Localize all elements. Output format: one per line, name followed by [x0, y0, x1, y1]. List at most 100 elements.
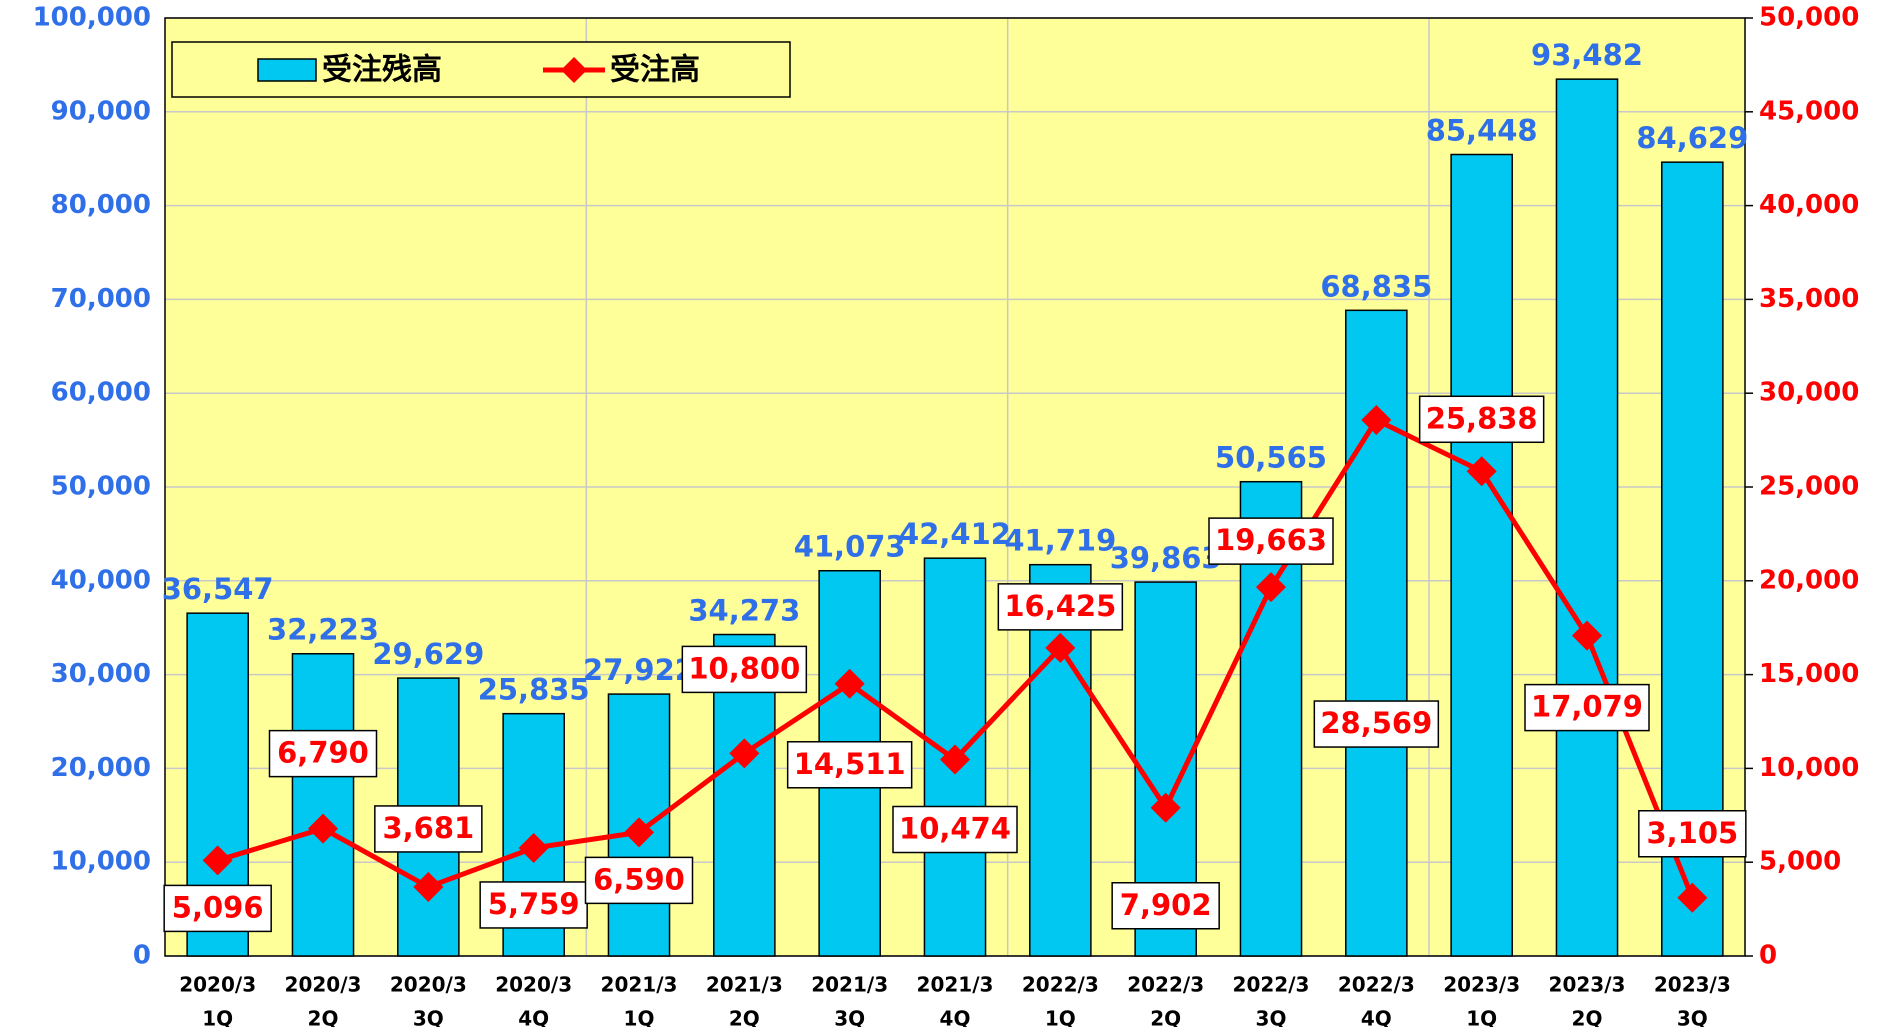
- line-value-label: 19,663: [1215, 523, 1327, 557]
- x-tick-label: 1Q: [1466, 1007, 1497, 1027]
- bar-value-label: 25,835: [478, 673, 590, 707]
- y2-tick-label: 45,000: [1759, 96, 1859, 126]
- line-marker: [624, 817, 654, 848]
- line-value-label: 10,800: [688, 651, 800, 685]
- line-value-label: 6,590: [593, 862, 685, 896]
- bar-value-label: 68,835: [1320, 269, 1432, 303]
- x-tick-label: 4Q: [1361, 1007, 1392, 1027]
- y-tick-label: 80,000: [51, 190, 151, 220]
- y2-tick-label: 5,000: [1759, 847, 1841, 877]
- y-tick-label: 90,000: [51, 96, 151, 126]
- y2-tick-label: 35,000: [1759, 284, 1859, 314]
- x-tick-label: 2021/3: [601, 973, 678, 997]
- line-marker: [413, 871, 444, 902]
- bar-value-label: 84,629: [1636, 121, 1748, 155]
- y2-tick-label: 0: [1759, 941, 1777, 971]
- line-label-box: [997, 583, 1124, 631]
- y2-tick-label: 20,000: [1759, 565, 1859, 595]
- line-label-box: [268, 729, 378, 778]
- bar-value-label: 27,922: [583, 653, 695, 687]
- x-tick-label: 1Q: [1045, 1007, 1076, 1027]
- line-value-label: 5,096: [172, 890, 264, 924]
- line-label-box: [374, 805, 483, 853]
- x-tick-label: 2020/3: [179, 973, 256, 997]
- line-value-label: 25,838: [1426, 401, 1538, 435]
- line-marker: [518, 832, 549, 863]
- line-label-box: [681, 645, 808, 694]
- line-marker: [729, 738, 760, 769]
- y-tick-label: 10,000: [51, 847, 151, 877]
- line-label-box: [1111, 882, 1220, 930]
- line-value-label: 14,511: [794, 747, 906, 781]
- bar-value-label: 39,863: [1110, 541, 1222, 575]
- bar-value-label: 85,448: [1426, 113, 1538, 147]
- y2-tick-label: 30,000: [1759, 378, 1859, 408]
- line-marker: [834, 668, 865, 699]
- x-tick-label: 3Q: [1677, 1007, 1708, 1027]
- line-label-box: [1638, 810, 1747, 858]
- line-value-label: 3,681: [382, 811, 474, 845]
- x-tick-label: 2022/3: [1233, 973, 1310, 997]
- line-marker: [308, 813, 338, 844]
- y-tick-label: 20,000: [51, 753, 151, 783]
- line-label-box: [1418, 395, 1545, 444]
- x-tick-label: 1Q: [202, 1007, 233, 1027]
- line-marker: [1466, 456, 1497, 487]
- y-tick-label: 30,000: [51, 659, 151, 689]
- bar: [1450, 153, 1513, 957]
- line-marker: [202, 845, 233, 876]
- x-tick-label: 2022/3: [1022, 973, 1099, 997]
- x-tick-label: 4Q: [518, 1007, 549, 1027]
- line-label-box: [892, 805, 1018, 854]
- line-marker: [1677, 882, 1708, 913]
- line-label-box: [163, 884, 272, 933]
- x-tick-label: 2Q: [308, 1007, 339, 1027]
- bar-value-label: 41,719: [1004, 524, 1116, 558]
- x-tick-label: 2022/3: [1338, 973, 1415, 997]
- x-tick-label: 3Q: [1256, 1007, 1287, 1027]
- x-tick-label: 3Q: [834, 1007, 865, 1027]
- bar: [1555, 78, 1619, 957]
- x-tick-label: 2021/3: [917, 973, 994, 997]
- line-marker: [1572, 620, 1602, 651]
- y2-tick-label: 50,000: [1759, 3, 1859, 33]
- y-tick-label: 60,000: [51, 378, 151, 408]
- x-tick-label: 2Q: [1572, 1007, 1603, 1027]
- y-tick-label: 0: [133, 941, 151, 971]
- x-tick-label: 2020/3: [495, 973, 572, 997]
- legend-swatch: [257, 58, 317, 82]
- x-tick-label: 2020/3: [390, 973, 467, 997]
- legend-label: 受注高: [610, 53, 700, 88]
- bar-value-label: 41,073: [794, 530, 906, 564]
- x-tick-label: 1Q: [624, 1007, 655, 1027]
- y2-tick-label: 15,000: [1759, 659, 1859, 689]
- line-marker: [1045, 632, 1076, 663]
- bar-value-label: 29,629: [372, 637, 484, 671]
- x-tick-label: 2Q: [729, 1007, 760, 1027]
- line-value-label: 16,425: [1004, 589, 1116, 623]
- x-tick-label: 3Q: [413, 1007, 444, 1027]
- y2-tick-label: 25,000: [1759, 472, 1859, 502]
- line-label-box: [479, 881, 588, 929]
- line-value-label: 10,474: [899, 812, 1011, 846]
- line-value-label: 17,079: [1531, 690, 1643, 724]
- y-tick-label: 100,000: [33, 3, 151, 33]
- x-tick-label: 2020/3: [285, 973, 362, 997]
- line-marker: [940, 744, 970, 775]
- legend-label: 受注残高: [322, 53, 442, 88]
- bar-value-label: 50,565: [1215, 441, 1327, 475]
- x-tick-label: 2Q: [1150, 1007, 1181, 1027]
- y-tick-label: 70,000: [51, 284, 151, 314]
- y-tick-label: 40,000: [51, 565, 151, 595]
- line-marker: [1150, 792, 1181, 823]
- bar-value-label: 42,412: [899, 517, 1011, 551]
- line-marker: [1256, 572, 1286, 603]
- line-label-box: [584, 856, 694, 905]
- x-tick-label: 2021/3: [706, 973, 783, 997]
- line-label-box: [1208, 517, 1334, 565]
- line-value-label: 28,569: [1320, 706, 1432, 740]
- bar-value-label: 36,547: [162, 572, 274, 606]
- x-tick-label: 4Q: [940, 1007, 971, 1027]
- x-tick-label: 2023/3: [1443, 973, 1520, 997]
